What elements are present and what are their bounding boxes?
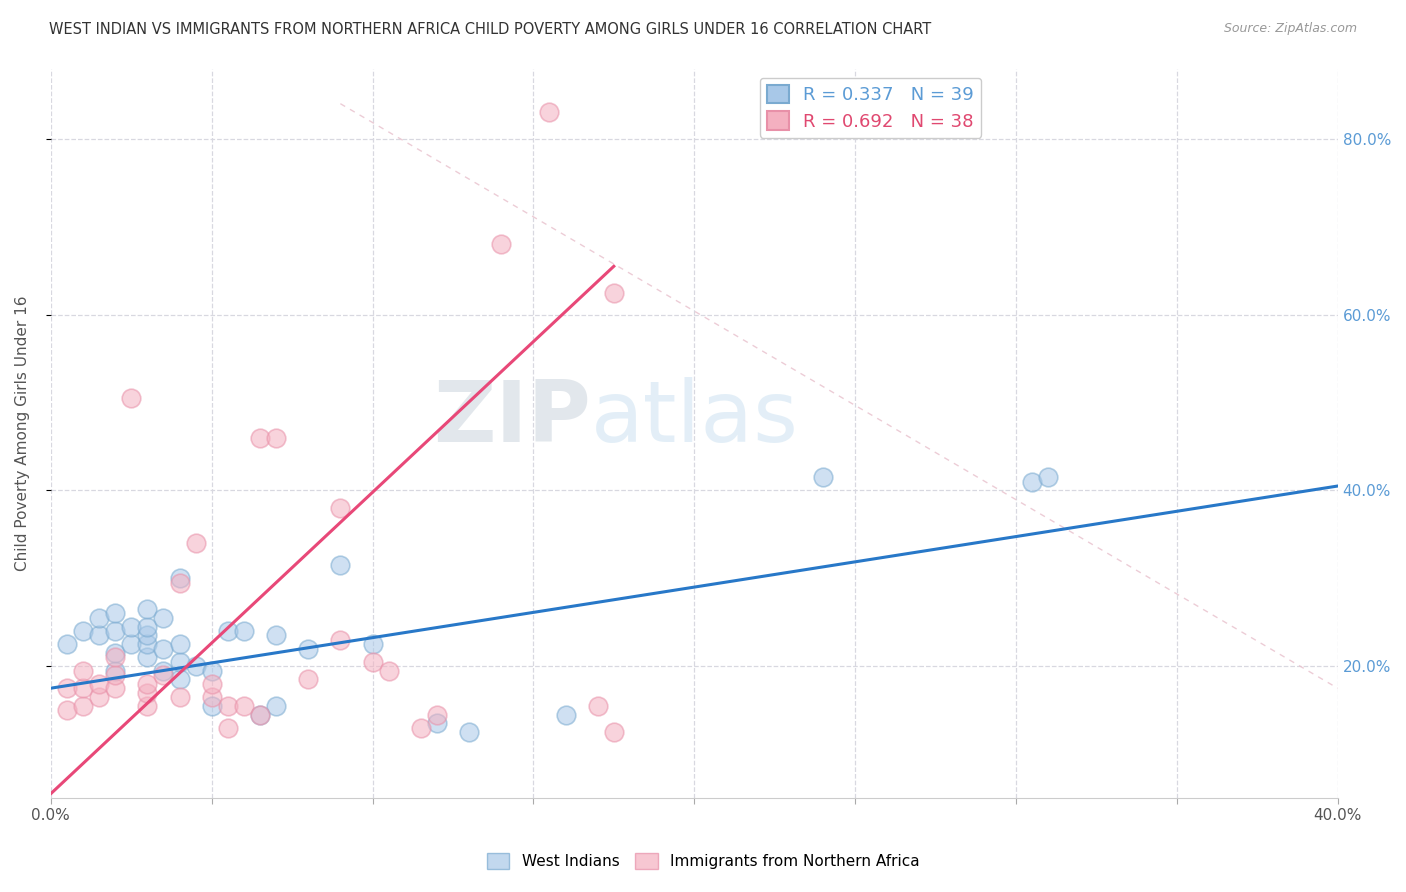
Point — [554, 707, 576, 722]
Point — [169, 575, 191, 590]
Point — [87, 611, 110, 625]
Point — [329, 501, 352, 516]
Point — [87, 677, 110, 691]
Point — [184, 536, 207, 550]
Point — [361, 655, 384, 669]
Text: WEST INDIAN VS IMMIGRANTS FROM NORTHERN AFRICA CHILD POVERTY AMONG GIRLS UNDER 1: WEST INDIAN VS IMMIGRANTS FROM NORTHERN … — [49, 22, 931, 37]
Point — [217, 624, 239, 638]
Point — [120, 637, 142, 651]
Point — [136, 637, 159, 651]
Text: Source: ZipAtlas.com: Source: ZipAtlas.com — [1223, 22, 1357, 36]
Point — [201, 698, 224, 713]
Point — [184, 659, 207, 673]
Point — [329, 558, 352, 573]
Point — [120, 620, 142, 634]
Point — [426, 707, 449, 722]
Point — [169, 637, 191, 651]
Point — [136, 628, 159, 642]
Legend: R = 0.337   N = 39, R = 0.692   N = 38: R = 0.337 N = 39, R = 0.692 N = 38 — [759, 78, 981, 138]
Point — [136, 602, 159, 616]
Point — [603, 285, 626, 300]
Point — [72, 698, 94, 713]
Point — [489, 237, 512, 252]
Point — [169, 655, 191, 669]
Point — [201, 690, 224, 704]
Point — [104, 646, 127, 660]
Point — [586, 698, 609, 713]
Point — [72, 624, 94, 638]
Point — [201, 664, 224, 678]
Point — [152, 641, 174, 656]
Text: atlas: atlas — [592, 377, 799, 460]
Point — [361, 637, 384, 651]
Point — [538, 105, 561, 120]
Point — [249, 707, 271, 722]
Point — [87, 628, 110, 642]
Point — [169, 690, 191, 704]
Point — [264, 628, 287, 642]
Y-axis label: Child Poverty Among Girls Under 16: Child Poverty Among Girls Under 16 — [15, 295, 30, 571]
Legend: West Indians, Immigrants from Northern Africa: West Indians, Immigrants from Northern A… — [481, 847, 925, 875]
Point — [217, 698, 239, 713]
Point — [603, 725, 626, 739]
Point — [104, 681, 127, 696]
Point — [104, 664, 127, 678]
Point — [136, 620, 159, 634]
Point — [329, 632, 352, 647]
Point — [264, 698, 287, 713]
Point — [426, 716, 449, 731]
Point — [120, 391, 142, 405]
Point — [136, 698, 159, 713]
Point — [1021, 475, 1043, 489]
Point — [136, 685, 159, 699]
Point — [152, 668, 174, 682]
Point — [56, 703, 79, 717]
Point — [264, 431, 287, 445]
Point — [87, 690, 110, 704]
Point — [152, 664, 174, 678]
Point — [104, 668, 127, 682]
Point — [152, 611, 174, 625]
Point — [104, 650, 127, 665]
Point — [169, 673, 191, 687]
Text: ZIP: ZIP — [433, 377, 592, 460]
Point — [249, 707, 271, 722]
Point — [56, 681, 79, 696]
Point — [56, 637, 79, 651]
Point — [1036, 470, 1059, 484]
Point — [104, 607, 127, 621]
Point — [811, 470, 834, 484]
Point — [72, 681, 94, 696]
Point — [458, 725, 481, 739]
Point — [297, 673, 319, 687]
Point — [169, 571, 191, 585]
Point — [104, 624, 127, 638]
Point — [377, 664, 399, 678]
Point — [136, 650, 159, 665]
Point — [232, 624, 254, 638]
Point — [297, 641, 319, 656]
Point — [136, 677, 159, 691]
Point — [409, 721, 432, 735]
Point — [232, 698, 254, 713]
Point — [217, 721, 239, 735]
Point — [201, 677, 224, 691]
Point — [72, 664, 94, 678]
Point — [249, 431, 271, 445]
